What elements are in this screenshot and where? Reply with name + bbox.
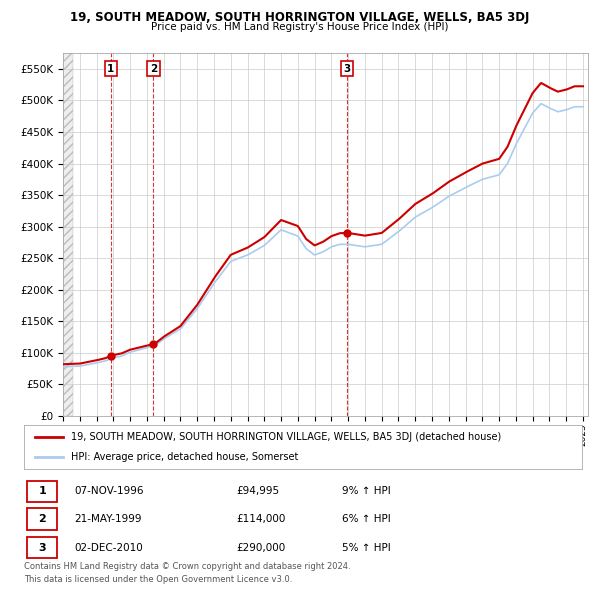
Text: HPI: Average price, detached house, Somerset: HPI: Average price, detached house, Some… bbox=[71, 452, 299, 462]
Bar bbox=[63, 53, 73, 416]
FancyBboxPatch shape bbox=[27, 509, 58, 530]
Text: 1: 1 bbox=[38, 487, 46, 496]
Text: 21-MAY-1999: 21-MAY-1999 bbox=[74, 514, 142, 524]
Text: Contains HM Land Registry data © Crown copyright and database right 2024.: Contains HM Land Registry data © Crown c… bbox=[24, 562, 350, 571]
Text: 19, SOUTH MEADOW, SOUTH HORRINGTON VILLAGE, WELLS, BA5 3DJ (detached house): 19, SOUTH MEADOW, SOUTH HORRINGTON VILLA… bbox=[71, 432, 502, 442]
Text: 1: 1 bbox=[107, 64, 115, 74]
Text: 02-DEC-2010: 02-DEC-2010 bbox=[74, 543, 143, 552]
FancyBboxPatch shape bbox=[27, 481, 58, 502]
Text: £290,000: £290,000 bbox=[236, 543, 285, 552]
Text: £114,000: £114,000 bbox=[236, 514, 286, 524]
Text: 5% ↑ HPI: 5% ↑ HPI bbox=[342, 543, 391, 552]
Text: Price paid vs. HM Land Registry's House Price Index (HPI): Price paid vs. HM Land Registry's House … bbox=[151, 22, 449, 32]
Text: 2: 2 bbox=[38, 514, 46, 524]
Text: 07-NOV-1996: 07-NOV-1996 bbox=[74, 487, 144, 496]
Text: 2: 2 bbox=[150, 64, 157, 74]
Text: 3: 3 bbox=[343, 64, 350, 74]
Text: £94,995: £94,995 bbox=[236, 487, 279, 496]
FancyBboxPatch shape bbox=[27, 537, 58, 558]
Text: 9% ↑ HPI: 9% ↑ HPI bbox=[342, 487, 391, 496]
Text: This data is licensed under the Open Government Licence v3.0.: This data is licensed under the Open Gov… bbox=[24, 575, 292, 584]
Text: 6% ↑ HPI: 6% ↑ HPI bbox=[342, 514, 391, 524]
Text: 3: 3 bbox=[38, 543, 46, 552]
Text: 19, SOUTH MEADOW, SOUTH HORRINGTON VILLAGE, WELLS, BA5 3DJ: 19, SOUTH MEADOW, SOUTH HORRINGTON VILLA… bbox=[70, 11, 530, 24]
